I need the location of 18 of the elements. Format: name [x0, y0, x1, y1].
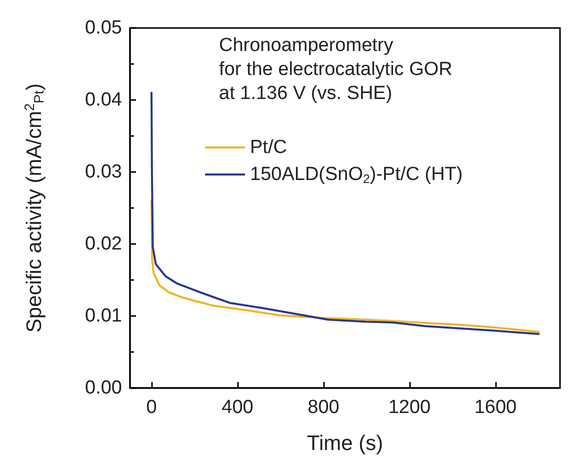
y-tick-label: 0.03: [85, 162, 122, 182]
annotation: at 1.136 V (vs. SHE): [219, 83, 392, 104]
annotation: for the electrocatalytic GOR: [219, 59, 452, 80]
x-tick-label: 0: [146, 397, 157, 418]
line-series: [150, 200, 540, 333]
x-axis-title: Time (s): [306, 432, 384, 455]
y-tick-label: 0.05: [85, 18, 122, 38]
x-tick-label: 1600: [474, 397, 517, 418]
x-tick-label: 400: [222, 397, 254, 418]
legend-label: Pt/C: [250, 137, 287, 158]
annotation: Chronoamperometry: [219, 35, 394, 56]
y-tick-label: 0.00: [85, 378, 122, 398]
x-tick-label: 800: [308, 397, 340, 418]
y-axis-title: Specific activity (mA/cm2Pt): [22, 83, 46, 333]
y-tick-label: 0.04: [85, 90, 122, 110]
x-tick-label: 1200: [388, 397, 431, 418]
y-tick-label: 0.02: [85, 234, 122, 254]
y-tick-label: 0.01: [85, 306, 122, 326]
